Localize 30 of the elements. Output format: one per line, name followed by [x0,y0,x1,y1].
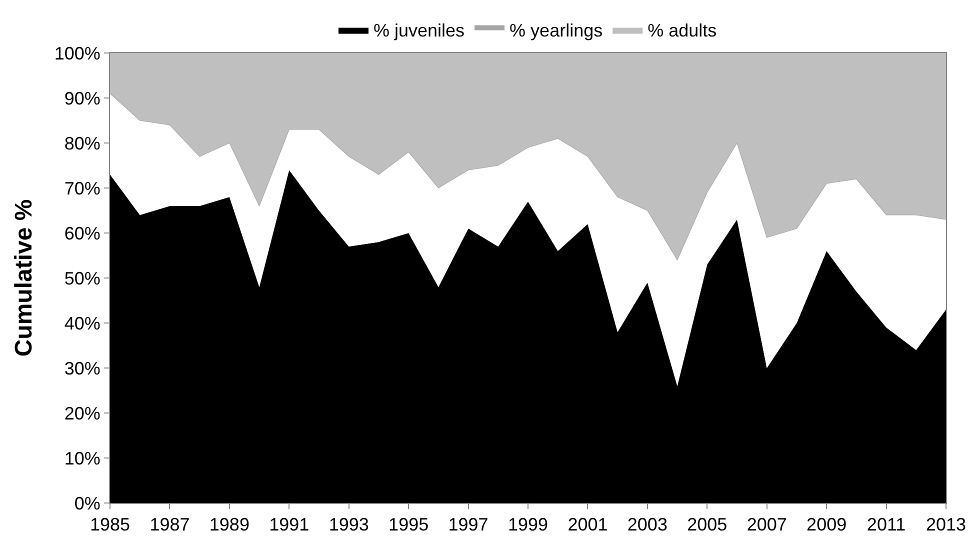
legend-label: % yearlings [510,20,603,41]
y-tick-label: 30% [64,358,100,378]
y-tick-label: 40% [64,313,100,334]
x-tick-label: 1993 [328,514,369,535]
y-tick-label: 0% [74,493,100,514]
y-tick-label: 20% [64,403,100,424]
x-tick-label: 2001 [568,514,608,535]
y-axis-title: Cumulative % [10,199,38,357]
x-tick-label: 1985 [90,514,130,535]
x-tick-label: 1991 [269,514,310,535]
x-tick-label: 1989 [209,514,250,535]
y-tick-label: 60% [64,223,100,244]
x-tick-label: 1995 [388,514,429,535]
y-tick-label: 100% [54,43,100,64]
x-tick-label: 2007 [746,514,787,535]
x-tick-label: 1987 [150,514,190,535]
x-tick-label: 2005 [687,514,728,535]
y-tick-label: 10% [64,448,100,468]
x-tick-label: 2011 [866,514,906,535]
x-tick-label: 2009 [806,514,847,535]
y-tick-label: 50% [64,268,100,288]
x-tick-label: 2003 [627,514,668,535]
x-tick-label: 2013 [926,514,966,535]
x-tick-label: 1999 [508,514,548,535]
legend-label: % juveniles [374,20,465,41]
x-tick-label: 1997 [448,514,488,535]
y-tick-label: 90% [64,88,100,108]
legend-label: % adults [648,20,717,41]
y-tick-label: 80% [64,133,100,154]
y-tick-label: 70% [64,178,100,198]
